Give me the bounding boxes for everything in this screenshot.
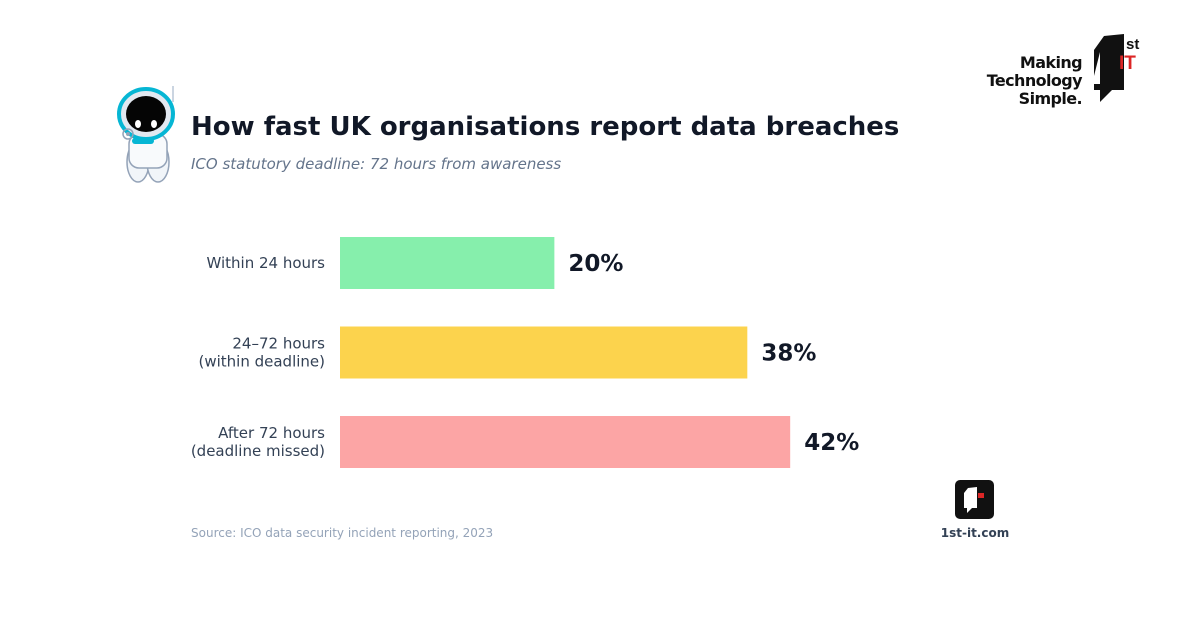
brand-mark-it-text: IT: [1119, 53, 1136, 74]
website-link[interactable]: 1st-it.com: [940, 526, 1010, 540]
chart-title: How fast UK organisations report data br…: [191, 112, 900, 142]
source-note: Source: ICO data security incident repor…: [191, 526, 494, 540]
brand-tagline-line-1: Making: [1019, 53, 1083, 72]
value-label-1: 20%: [568, 251, 623, 277]
category-label-1-line-1: Within 24 hours: [206, 254, 325, 272]
chart-subtitle: ICO statutory deadline: 72 hours from aw…: [191, 155, 562, 173]
brand-mark-sup-text: st: [1126, 36, 1139, 53]
bar-chart: Within 24 hours 20% 24–72 hours(within dea…: [191, 237, 859, 468]
brand-tagline-line-3: Simple.: [1018, 89, 1083, 108]
bar-2: [340, 326, 748, 379]
bar-1: [340, 237, 555, 289]
category-label-3-line-1: After 72 hours: [218, 424, 325, 442]
category-label-3-line-2: (deadline missed): [191, 442, 325, 460]
brand-badge-icon: [955, 480, 994, 519]
category-label-2-line-1: 24–72 hours: [232, 335, 325, 353]
category-label-2-line-2: (within deadline): [198, 353, 325, 371]
robot-mascot-icon: [117, 86, 175, 183]
value-label-3: 42%: [804, 430, 859, 456]
brand-tagline-line-2: Technology: [986, 71, 1083, 90]
bar-3: [340, 416, 791, 468]
brand-logo: Making Technology Simple. st IT: [976, 32, 1148, 108]
brand-1st-it-mark-icon: st IT: [1092, 34, 1139, 102]
value-label-2: 38%: [761, 341, 816, 367]
